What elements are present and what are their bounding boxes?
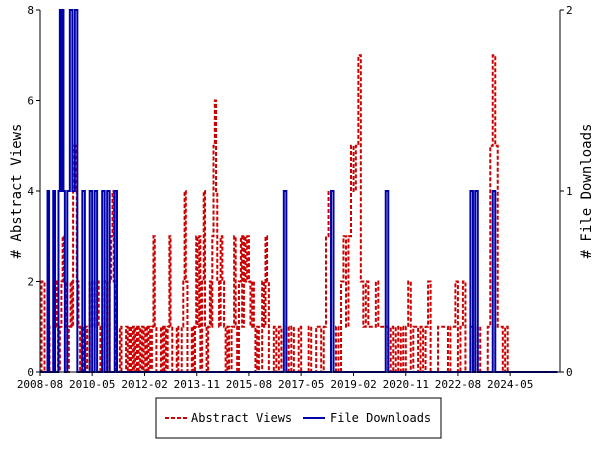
x-tick-label: 2019-02 (330, 378, 376, 391)
x-tick-label: 2012-02 (121, 378, 167, 391)
x-tick-label: 2024-05 (487, 378, 533, 391)
left-tick-label: 6 (27, 95, 34, 108)
left-tick-label: 8 (27, 4, 34, 17)
left-tick-label: 2 (27, 276, 34, 289)
right-tick-label: 1 (566, 185, 573, 198)
x-tick-label: 2020-11 (383, 378, 429, 391)
left-axis-title: # Abstract Views (9, 124, 25, 259)
right-tick-label: 0 (566, 366, 573, 379)
right-tick-label: 2 (566, 4, 573, 17)
ticks-layer: 0 2 4 6 8 0 1 2 2008-08 2010-05 2012-02 2013-11 2015… (17, 4, 573, 391)
x-tick-label: 2017-05 (278, 378, 324, 391)
legend-box (155, 397, 442, 439)
left-tick-label: 0 (27, 366, 34, 379)
left-tick-label: 4 (27, 185, 34, 198)
x-tick-label: 2015-08 (226, 378, 272, 391)
x-tick-label: 2008-08 (17, 378, 63, 391)
x-tick-label: 2013-11 (174, 378, 220, 391)
x-tick-label: 2010-05 (69, 378, 115, 391)
legend-label-abstract-views: Abstract Views (191, 411, 292, 425)
legend: Abstract Views File Downloads (155, 397, 442, 439)
right-axis-title: # File Downloads (579, 124, 595, 259)
x-tick-label: 2022-08 (435, 378, 481, 391)
legend-label-file-downloads: File Downloads (330, 411, 431, 425)
